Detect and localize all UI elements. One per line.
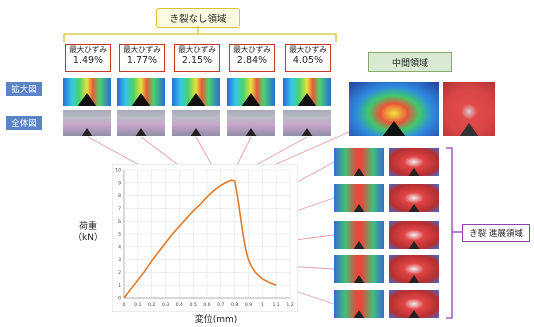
enlarged-view-tag: 拡大図: [6, 82, 42, 96]
strain-value: 2.15%: [181, 55, 213, 66]
enlarged-image-3: [172, 78, 220, 106]
y-tick-label: 8: [118, 193, 121, 199]
x-tick-label: 1: [261, 302, 264, 308]
overall-image-2: [117, 110, 165, 136]
crack-region-tag: き裂 進展領域: [462, 224, 530, 242]
y-tick-label: 0: [118, 296, 121, 302]
x-tick-label: 0.5: [190, 302, 197, 308]
middle-region-tag: 中間領域: [368, 52, 452, 72]
y-axis-unit: （kN）: [73, 233, 103, 244]
crack-image-a-3: [334, 221, 384, 249]
enlarged-image-4: [227, 78, 275, 106]
strain-label: 最大ひずみ: [69, 45, 107, 54]
crack-image-b-4: [389, 255, 439, 283]
enlarged-image-1: [63, 78, 111, 106]
overall-view-tag: 全体図: [6, 116, 42, 130]
overall-image-5: [283, 110, 331, 136]
crack-image-a-5: [334, 290, 384, 318]
enlarged-image-2: [117, 78, 165, 106]
no-crack-region-text: き裂なし領域: [169, 14, 227, 25]
chart-frame: [112, 164, 298, 312]
middle-region-image-detail: [443, 82, 495, 136]
x-tick-label: 0.7: [217, 302, 224, 308]
y-tick-label: 4: [118, 244, 121, 250]
x-tick-label: 0: [123, 302, 126, 308]
strain-value: 4.05%: [292, 55, 324, 66]
y-axis-label: 荷重: [78, 222, 97, 232]
middle-region-label: 中間領域: [391, 58, 428, 69]
load-curve-line: [123, 179, 277, 299]
overall-image-1: [63, 110, 111, 136]
y-tick-label: 2: [118, 270, 121, 276]
x-tick-label: 0.3: [162, 302, 169, 308]
x-tick-label: 0.9: [245, 302, 252, 308]
crack-image-a-4: [334, 255, 384, 283]
strain-label: 最大ひずみ: [289, 45, 327, 54]
load-displacement-chart: 0 0.1 0.2 0.3 0.4 0.5 0.6 0.7 0.8 0.9 1 1.1 1.2 0 1 2 3 4…: [112, 164, 298, 312]
strain-label: 最大ひずみ: [123, 45, 161, 54]
overall-image-3: [172, 110, 220, 136]
x-tick-label: 0.8: [231, 302, 238, 308]
strain-value: 2.84%: [236, 55, 268, 66]
y-axis-title: 荷重 （kN）: [68, 222, 108, 245]
crack-image-b-5: [389, 290, 439, 318]
strain-box-2: 最大ひずみ 1.77%: [119, 44, 165, 72]
y-tick-label: 9: [118, 180, 121, 186]
y-tick-label: 3: [118, 257, 121, 263]
y-tick-label: 10: [115, 168, 121, 174]
crack-image-a-1: [334, 148, 384, 176]
middle-region-image-enlarged: [349, 82, 439, 136]
strain-box-5: 最大ひずみ 4.05%: [285, 44, 331, 72]
crack-image-a-2: [334, 184, 384, 212]
overall-image-4: [227, 110, 275, 136]
strain-box-4: 最大ひずみ 2.84%: [229, 44, 275, 72]
x-tick-label: 0.6: [203, 302, 210, 308]
y-tick-label: 6: [118, 219, 121, 225]
strain-box-1: 最大ひずみ 1.49%: [65, 44, 111, 72]
crack-image-b-2: [389, 184, 439, 212]
strain-box-3: 最大ひずみ 2.15%: [174, 44, 220, 72]
crack-region-label: き裂 進展領域: [469, 229, 523, 239]
y-tick-label: 5: [118, 232, 121, 238]
y-tick-label: 7: [118, 206, 121, 212]
strain-value: 1.49%: [72, 55, 104, 66]
strain-label: 最大ひずみ: [233, 45, 271, 54]
crack-image-b-1: [389, 148, 439, 176]
x-tick-label: 1.2: [286, 302, 293, 308]
x-axis-label: 変位(mm): [194, 315, 238, 325]
x-tick-label: 1.1: [273, 302, 280, 308]
x-tick-label: 0.2: [148, 302, 155, 308]
strain-label: 最大ひずみ: [178, 45, 216, 54]
crack-image-b-3: [389, 221, 439, 249]
enlarged-view-label: 拡大図: [11, 85, 37, 95]
x-axis-title: 変位(mm): [186, 315, 246, 326]
y-tick-label: 1: [118, 283, 121, 289]
x-tick-label: 0.1: [134, 302, 141, 308]
overall-view-label: 全体図: [11, 119, 37, 129]
strain-value: 1.77%: [126, 55, 158, 66]
x-tick-label: 0.4: [176, 302, 183, 308]
enlarged-image-5: [283, 78, 331, 106]
